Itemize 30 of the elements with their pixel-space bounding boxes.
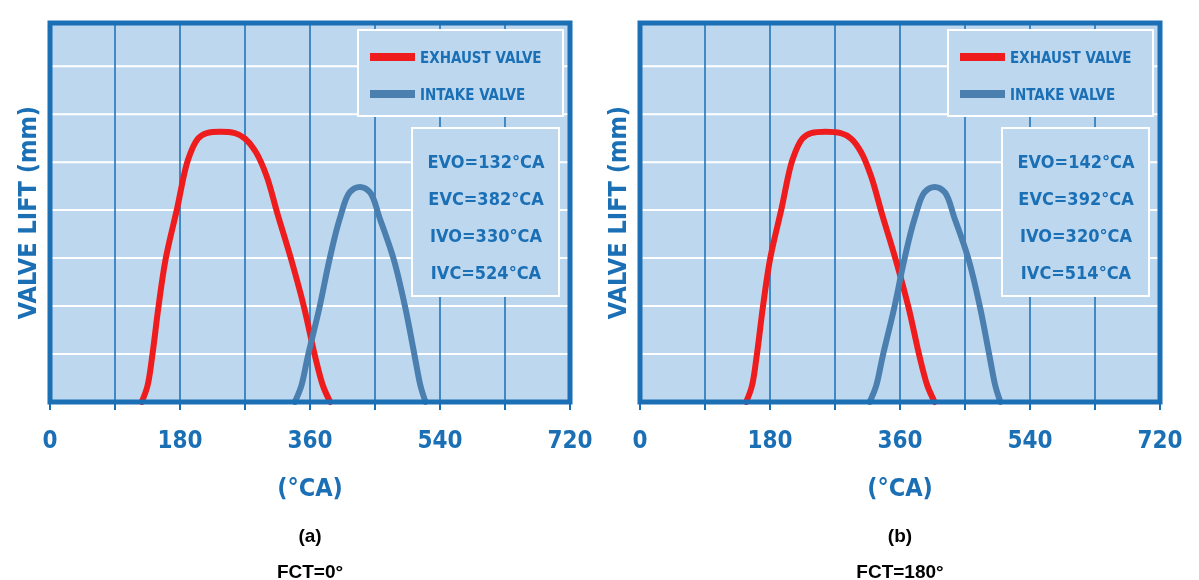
x-tick-label: 360 <box>287 426 333 454</box>
legend-label: INTAKE VALVE <box>420 86 526 104</box>
text: FCT=0° <box>276 561 344 580</box>
text: FCT=180° <box>856 561 944 580</box>
annotation: EVC=392°CA <box>1018 188 1135 209</box>
y-axis-title: VALVE LIFT (mm) <box>603 105 632 320</box>
x-axis-title: (°CA) <box>277 473 343 502</box>
x-tick-label: 180 <box>747 426 793 454</box>
x-axis-title: (°CA) <box>867 473 933 502</box>
text: (a) <box>298 525 322 546</box>
annotation: IVC=514°CA <box>1020 262 1132 283</box>
x-tick-label: 360 <box>877 426 923 454</box>
annotation: IVO=320°CA <box>1020 225 1133 246</box>
annotation: EVC=382°CA <box>428 188 545 209</box>
text: (b) <box>887 525 913 546</box>
x-tick-label: 540 <box>417 426 463 454</box>
annotation: EVO=132°CA <box>427 151 545 172</box>
x-tick-label: 0 <box>42 426 58 454</box>
x-tick-label: 0 <box>632 426 648 454</box>
annotation: EVO=142°CA <box>1017 151 1135 172</box>
y-axis-title: VALVE LIFT (mm) <box>13 105 42 320</box>
x-tick-label: 720 <box>1137 426 1183 454</box>
x-tick-label: 720 <box>547 426 593 454</box>
legend-label: EXHAUST VALVE <box>1010 49 1132 67</box>
annotation: IVC=524°CA <box>430 262 542 283</box>
legend-label: INTAKE VALVE <box>1010 86 1116 104</box>
annotation: IVO=330°CA <box>430 225 543 246</box>
x-tick-label: 540 <box>1007 426 1053 454</box>
legend-label: EXHAUST VALVE <box>420 49 542 67</box>
x-tick-label: 180 <box>157 426 203 454</box>
